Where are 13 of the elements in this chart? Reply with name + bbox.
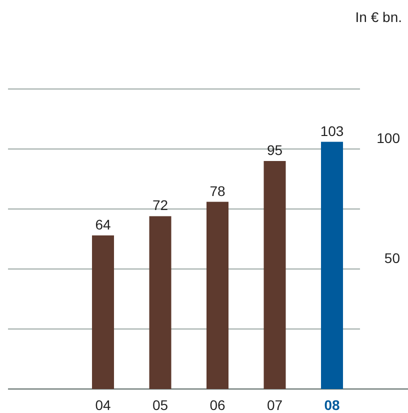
x-tick-label: 05	[152, 397, 168, 413]
x-tick-label: 06	[210, 397, 226, 413]
x-tick-label: 04	[95, 397, 111, 413]
chart-title: In € bn.	[355, 9, 402, 25]
data-label: 103	[320, 122, 344, 139]
data-label: 64	[95, 216, 111, 232]
y-tick-label: 50	[384, 250, 400, 266]
data-label: 95	[266, 142, 283, 158]
x-tick-label: 08	[324, 397, 340, 413]
y-tick-label: 100	[376, 130, 400, 146]
data-label: 72	[152, 197, 168, 214]
x-tick-label: 07	[266, 397, 283, 413]
data-label: 78	[210, 182, 226, 199]
